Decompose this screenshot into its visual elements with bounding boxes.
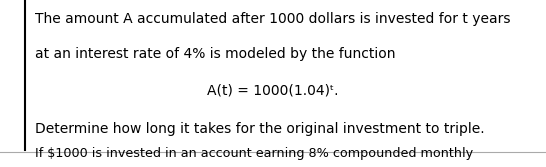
Text: at an interest rate of 4% is modeled by the function: at an interest rate of 4% is modeled by … <box>35 47 396 61</box>
Text: Determine how long it takes for the original investment to triple.: Determine how long it takes for the orig… <box>35 122 485 136</box>
Text: The amount A accumulated after 1000 dollars is invested for t years: The amount A accumulated after 1000 doll… <box>35 12 511 26</box>
Text: If $1000 is invested in an account earning 8% compounded monthly: If $1000 is invested in an account earni… <box>35 147 473 160</box>
Text: A(t) = 1000(1.04)ᵗ.: A(t) = 1000(1.04)ᵗ. <box>207 84 339 98</box>
